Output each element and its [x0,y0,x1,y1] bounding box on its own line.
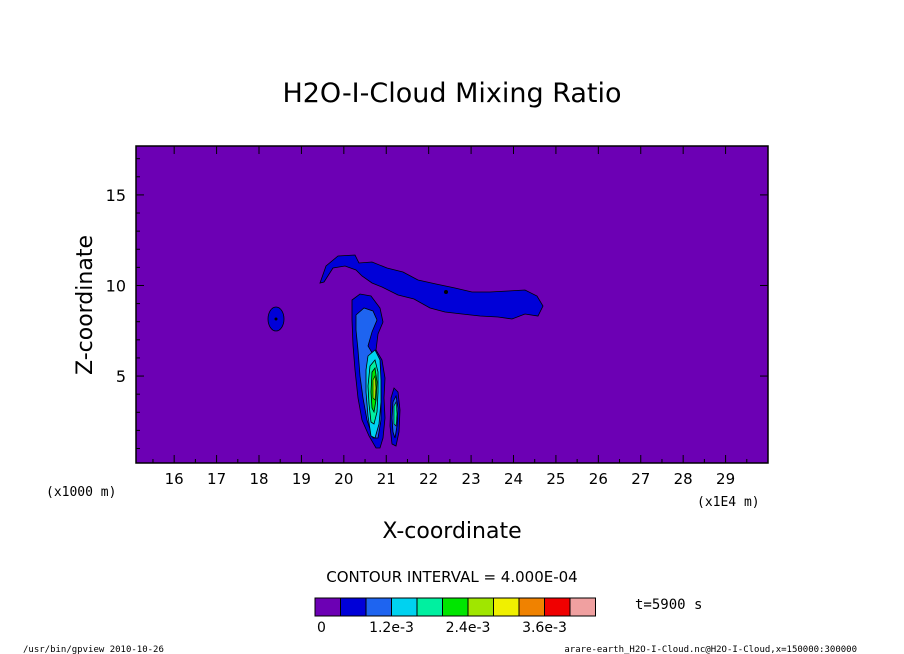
contour-cell-small-core [274,317,278,321]
plot-frame [135,145,769,464]
y-tick-label: 15 [106,186,126,205]
y-tick-label: 5 [116,367,126,386]
x-tick-label: 20 [334,470,353,488]
y-axis-title: Z-coordinate [73,235,98,375]
x-axis-ticks: 16 17 18 19 20 21 22 23 24 25 26 27 28 29 [152,146,748,488]
legend-swatch [569,597,596,617]
contour-main-column-l6 [372,374,377,401]
x-tick-label: 28 [674,470,693,488]
legend-swatch [544,597,571,617]
legend-swatch [314,597,341,617]
y-axis-ticks: 5 10 15 [106,158,768,450]
x-tick-label: 16 [165,470,184,488]
color-legend: 0 1.2e-3 2.4e-3 3.6e-3 [314,597,596,636]
legend-label: 2.4e-3 [446,620,491,636]
legend-swatch [442,597,469,617]
footer-right: arare-earth_H2O-I-Cloud.nc@H2O-I-Cloud,x… [564,645,857,654]
legend-label: 0 [317,620,326,636]
x-tick-label: 24 [504,470,523,488]
contour-upper-band [319,254,544,320]
x-tick-label: 21 [377,470,396,488]
legend-swatch [365,597,392,617]
x-tick-label: 19 [292,470,311,488]
legend-swatch [416,597,443,617]
x-unit-right: (x1E4 m) [697,495,760,510]
y-tick-label: 10 [106,276,126,295]
x-axis-title: X-coordinate [382,519,521,544]
x-tick-label: 29 [716,470,735,488]
legend-swatch [518,597,545,617]
footer-left: /usr/bin/gpview 2010-10-26 [23,645,164,654]
x-tick-label: 17 [207,470,226,488]
legend-swatch [467,597,494,617]
legend-label: 3.6e-3 [522,620,567,636]
contour-upper-band-core [444,290,448,294]
contour-interval-label: CONTOUR INTERVAL = 4.000E-04 [326,568,577,586]
x-tick-label: 27 [631,470,650,488]
time-label: t=5900 s [635,597,702,613]
contour-secondary-column-l3 [393,400,398,427]
legend-swatch [391,597,418,617]
legend-label: 1.2e-3 [369,620,414,636]
legend-swatch [493,597,520,617]
x-tick-label: 23 [462,470,481,488]
x-unit-left: (x1000 m) [46,485,116,500]
legend-swatch [340,597,367,617]
x-tick-label: 25 [546,470,565,488]
x-tick-label: 18 [249,470,268,488]
contour-regions [267,254,544,449]
x-tick-label: 26 [589,470,608,488]
chart-title: H2O-I-Cloud Mixing Ratio [282,78,621,109]
x-tick-label: 22 [419,470,438,488]
